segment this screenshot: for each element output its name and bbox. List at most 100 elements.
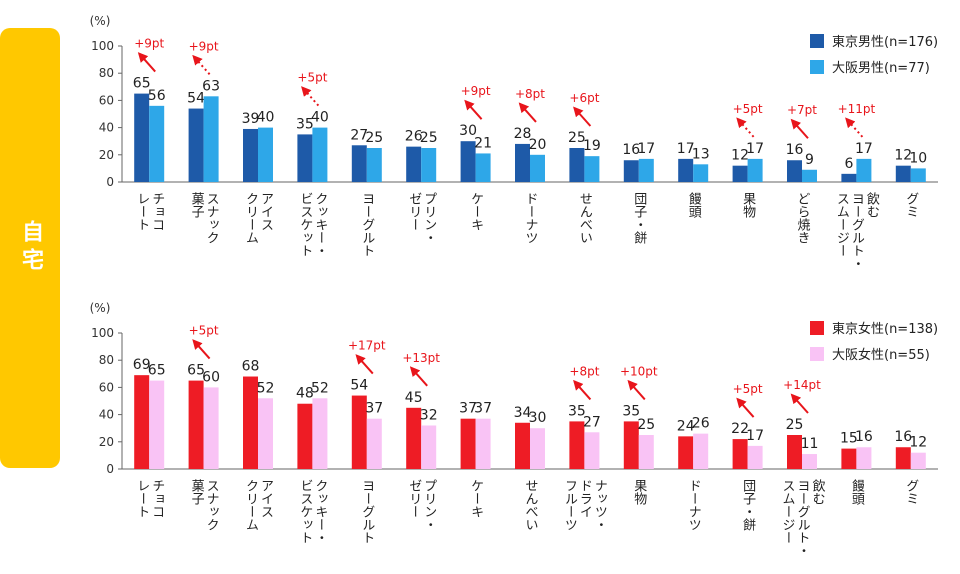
female-diff-arrow	[627, 379, 646, 401]
female-category-label: 果物	[631, 479, 647, 506]
female-y-tick-label: 0	[106, 462, 114, 476]
female-diff-label: +5pt	[189, 324, 219, 338]
male-bar	[149, 105, 165, 182]
male-legend-swatch	[810, 60, 824, 74]
male-bar	[530, 154, 545, 182]
male-data-label: 6	[844, 156, 853, 172]
female-category-label: プリン・	[421, 479, 436, 531]
male-bar	[258, 127, 273, 182]
male-category-label: ビスケット	[297, 192, 312, 257]
male-bar	[802, 169, 817, 182]
female-data-label: 68	[242, 359, 260, 375]
female-legend-label: 東京女性(n=138)	[832, 321, 938, 337]
female-data-label: 15	[840, 431, 858, 447]
female-category-label: フルーツ	[562, 479, 577, 531]
male-category-label: 饅頭	[686, 192, 702, 218]
male-diff-arrow	[790, 118, 809, 139]
female-bar	[638, 435, 654, 469]
female-data-label: 48	[296, 386, 314, 402]
male-diff-label: +5pt	[733, 102, 763, 116]
female-y-tick-label: 80	[99, 353, 114, 367]
male-data-label: 17	[677, 141, 695, 157]
female-diff-arrow	[790, 393, 809, 414]
male-diff-arrow	[192, 54, 211, 75]
male-diff-label: +7pt	[787, 103, 817, 117]
female-bar	[530, 428, 545, 469]
male-legend-label: 大阪男性(n=77)	[832, 61, 930, 76]
male-data-label: 26	[405, 129, 423, 145]
female-data-label: 11	[801, 436, 819, 452]
female-unit-label: (%)	[90, 301, 111, 315]
female-bar	[895, 447, 911, 469]
female-bar	[515, 422, 530, 469]
female-category-label: スムージー	[780, 479, 795, 544]
female-diff-label: +5pt	[733, 382, 763, 396]
female-data-label: 35	[568, 403, 586, 419]
male-diff-arrow	[518, 102, 537, 123]
male-bar	[678, 158, 694, 182]
female-data-label: 37	[459, 401, 477, 417]
male-bar	[297, 134, 313, 182]
male-data-label: 13	[692, 146, 710, 162]
male-unit-label: (%)	[90, 14, 111, 28]
female-data-label: 35	[622, 403, 640, 419]
female-category-label: アイス	[258, 479, 273, 518]
male-category-label: 果物	[740, 192, 756, 219]
female-diff-arrow	[736, 397, 755, 418]
male-bar	[584, 156, 600, 182]
male-category-label: どら焼き	[795, 192, 811, 244]
female-category-label: 饅頭	[849, 479, 865, 505]
male-category-label: アイス	[258, 192, 273, 231]
female-y-tick-label: 40	[99, 408, 114, 422]
female-bar	[366, 418, 382, 469]
male-bar	[312, 127, 328, 182]
male-y-tick-label: 100	[91, 39, 114, 53]
female-data-label: 54	[350, 378, 368, 394]
male-bar	[460, 141, 476, 182]
male-category-label: グミ	[903, 192, 919, 218]
female-data-label: 16	[894, 429, 912, 445]
male-category-label: スナック	[204, 192, 219, 244]
female-diff-label: +8pt	[569, 364, 599, 378]
male-category-label: 飲む	[864, 191, 880, 218]
male-data-label: 17	[746, 141, 764, 157]
female-category-label: 飲む	[810, 478, 826, 505]
female-bar	[134, 375, 150, 469]
male-bar	[406, 146, 422, 182]
male-data-label: 25	[568, 130, 586, 146]
male-bar	[366, 148, 382, 182]
female-diff-label: +10pt	[620, 364, 658, 378]
female-data-label: 45	[405, 390, 423, 406]
female-bar	[203, 387, 219, 469]
male-data-label: 19	[583, 138, 601, 154]
female-category-label: ケーキ	[468, 479, 483, 518]
male-data-label: 35	[296, 116, 314, 132]
male-data-label: 25	[365, 130, 383, 146]
female-category-label: レート	[134, 479, 149, 518]
male-diff-label: +9pt	[461, 84, 491, 98]
male-data-label: 54	[187, 91, 205, 107]
female-data-label: 16	[855, 429, 873, 445]
female-bar	[747, 445, 763, 469]
male-data-label: 16	[786, 142, 804, 158]
male-diff-arrow	[845, 117, 864, 138]
male-category-label: 団子・餅	[631, 192, 647, 244]
female-category-label: ビスケット	[297, 479, 312, 544]
male-category-label: せんべい	[577, 192, 593, 244]
male-diff-arrow	[736, 117, 755, 138]
male-bar	[421, 148, 437, 182]
male-bar	[515, 143, 530, 182]
male-bar	[475, 153, 491, 182]
female-data-label: 52	[257, 380, 275, 396]
female-bar	[243, 376, 258, 469]
male-data-label: 30	[459, 123, 477, 139]
male-bar	[569, 148, 585, 182]
male-data-label: 40	[311, 110, 329, 126]
male-legend-swatch	[810, 34, 824, 48]
male-bar	[351, 145, 367, 182]
female-category-label: ヨーグルト・	[795, 479, 811, 557]
male-category-label: ヨーグルト	[359, 192, 375, 257]
male-category-label: ドーナツ	[523, 192, 538, 244]
female-category-label: ヨーグルト	[359, 479, 375, 544]
male-category-label: クッキー・	[312, 192, 327, 257]
